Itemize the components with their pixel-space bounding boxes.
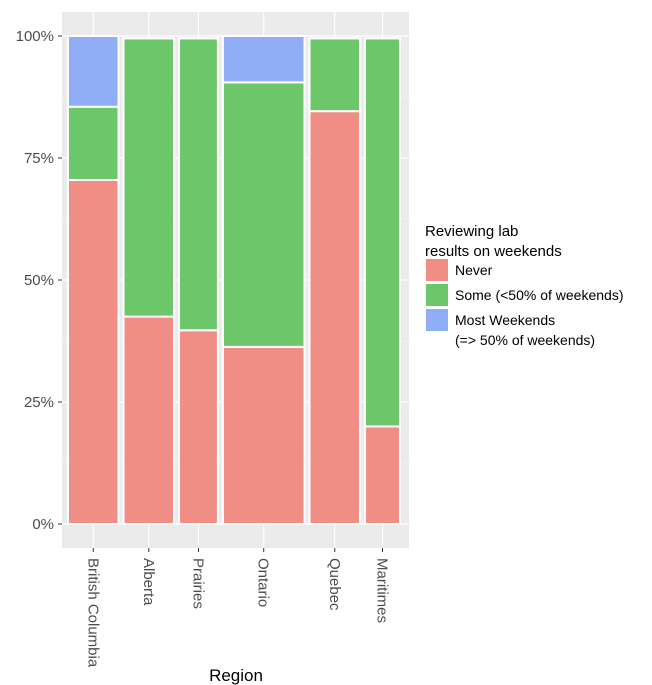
x-tick-label: British Columbia [84, 558, 101, 668]
legend-swatch [426, 284, 448, 306]
bar-segment [67, 35, 120, 108]
legend: Reviewing lab results on weekends Never Som… [425, 223, 623, 348]
bar-segment [178, 329, 219, 525]
x-axis-title: Region [209, 666, 263, 685]
bar-segment [221, 81, 306, 348]
y-tick-label: 25% [24, 394, 54, 411]
x-tick-label: Prairies [189, 558, 206, 609]
y-tick-label: 50% [24, 272, 54, 289]
y-tick-label: 0% [32, 516, 54, 533]
bars [67, 35, 402, 526]
legend-label: (=> 50% of weekends) [455, 332, 595, 348]
bar-segment [221, 345, 306, 525]
bar-segment [221, 35, 306, 84]
legend-label: Never [455, 262, 493, 278]
bar-segment [178, 37, 219, 332]
y-axis: 0% 25% 50% 75% 100% [16, 28, 62, 533]
bar-segment [122, 37, 176, 318]
legend-swatch [426, 259, 448, 281]
legend-swatch [426, 309, 448, 331]
x-tick-label: Ontario [255, 558, 272, 607]
bar-segment [67, 178, 120, 526]
x-tick-label: Quebec [326, 558, 343, 611]
legend-label: Most Weekends [455, 312, 555, 328]
bar-segment [122, 315, 176, 525]
x-tick-label: Alberta [140, 558, 157, 606]
bar-segment [308, 110, 362, 525]
bar-segment [308, 37, 362, 113]
y-tick-label: 100% [16, 28, 54, 45]
bar-segment [364, 37, 402, 428]
y-tick-label: 75% [24, 150, 54, 167]
legend-label: Some (<50% of weekends) [455, 287, 623, 303]
bar-segment [67, 105, 120, 181]
legend-title: Reviewing lab [425, 223, 518, 240]
x-axis: British Columbia Alberta Prairies Ontario Qu… [84, 548, 391, 668]
bar-segment [364, 425, 402, 525]
legend-title: results on weekends [425, 243, 562, 260]
x-tick-label: Maritimes [374, 558, 391, 623]
